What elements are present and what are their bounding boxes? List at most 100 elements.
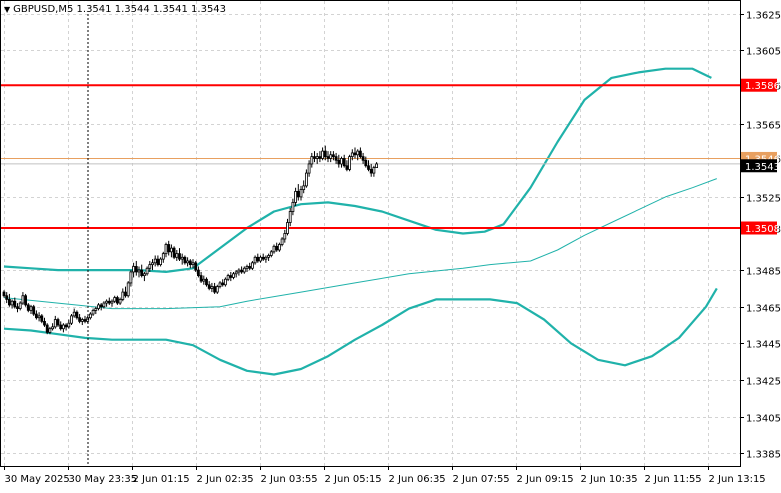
- candle: [175, 249, 179, 261]
- candle-body: [178, 253, 181, 260]
- candle-body: [72, 311, 76, 317]
- candle-body: [91, 309, 95, 315]
- candle: [78, 314, 81, 324]
- candle-body: [342, 158, 346, 167]
- candle-body: [45, 324, 49, 333]
- candle: [121, 288, 125, 302]
- candle: [307, 160, 311, 177]
- candle-body: [62, 324, 65, 330]
- y-tick-label: 1.3625: [746, 11, 781, 22]
- candle-body: [237, 269, 241, 273]
- candle-body: [70, 315, 73, 324]
- y-tick-label: 1.3525: [746, 194, 781, 205]
- candle-body: [126, 282, 130, 297]
- horizontal-levels[interactable]: [1, 84, 740, 230]
- candle: [213, 282, 217, 294]
- candle: [253, 255, 257, 265]
- candle-body: [326, 156, 330, 159]
- candle: [59, 321, 63, 331]
- candle-body: [245, 266, 249, 269]
- candle: [326, 151, 330, 163]
- x-tick-label: 2 Jun 09:15: [517, 474, 574, 485]
- candle-body: [140, 269, 144, 277]
- candle: [232, 271, 235, 280]
- candle: [259, 255, 262, 263]
- y-tick-label: 1.3445: [746, 340, 781, 351]
- candle: [218, 281, 222, 289]
- candle: [83, 315, 87, 324]
- candle: [304, 169, 308, 188]
- candle-body: [221, 282, 225, 286]
- candle: [199, 271, 203, 283]
- moving-average-line: [3, 178, 717, 310]
- candle: [107, 297, 111, 305]
- y-tick-label: 1.3465: [746, 304, 781, 315]
- candle-body: [302, 185, 306, 190]
- candle: [188, 259, 192, 269]
- candle: [226, 273, 230, 282]
- candle-body: [367, 165, 370, 170]
- candle-body: [172, 247, 176, 258]
- x-tick-label: 2 Jun 10:35: [581, 474, 638, 485]
- candle: [113, 295, 117, 304]
- candle: [129, 270, 133, 287]
- candle-body: [13, 300, 17, 308]
- candle-body: [167, 244, 171, 253]
- candle: [323, 145, 327, 161]
- candle: [145, 266, 149, 276]
- candle: [207, 281, 211, 291]
- candle: [7, 293, 11, 307]
- candle-body: [164, 244, 168, 255]
- candle: [280, 237, 284, 247]
- candle-body: [40, 315, 44, 322]
- candle-body: [229, 275, 233, 278]
- candle-body: [124, 291, 127, 297]
- candle-body: [321, 150, 325, 159]
- candle-body: [121, 291, 125, 300]
- candle: [291, 198, 295, 216]
- candle: [196, 266, 200, 278]
- candle-body: [205, 278, 208, 286]
- candle-body: [24, 295, 28, 306]
- candle: [24, 293, 28, 307]
- candle: [21, 292, 25, 305]
- candle: [302, 180, 306, 194]
- candle-body: [29, 306, 33, 311]
- candle-body: [364, 159, 368, 167]
- candle-body: [337, 159, 341, 165]
- candle: [89, 312, 92, 320]
- candle-body: [64, 324, 68, 328]
- candle: [148, 260, 152, 272]
- candle-body: [361, 156, 365, 161]
- candle-body: [259, 256, 262, 262]
- candle: [334, 152, 338, 164]
- candle-body: [304, 172, 308, 187]
- level-price-label: 1.3508: [745, 224, 780, 235]
- candle-body: [288, 211, 292, 223]
- candles: [2, 145, 379, 335]
- candle: [269, 249, 273, 258]
- candle: [110, 299, 114, 307]
- candle-body: [372, 167, 376, 174]
- candle-body: [16, 306, 19, 309]
- candle: [361, 152, 365, 164]
- collapse-triangle-icon[interactable]: ▼: [4, 5, 11, 14]
- candle: [215, 284, 219, 294]
- candle-body: [102, 302, 106, 308]
- candle: [229, 271, 233, 282]
- candle-body: [226, 275, 230, 280]
- candle-body: [21, 295, 25, 304]
- candle-body: [369, 169, 373, 174]
- candle-body: [310, 156, 314, 165]
- candle-body: [51, 326, 54, 330]
- candle: [372, 165, 376, 177]
- candle-body: [334, 156, 338, 161]
- candle-body: [137, 269, 141, 273]
- candle: [94, 306, 98, 315]
- candle: [367, 160, 370, 172]
- candle: [364, 156, 368, 168]
- candle-body: [129, 271, 133, 284]
- candle: [172, 246, 176, 260]
